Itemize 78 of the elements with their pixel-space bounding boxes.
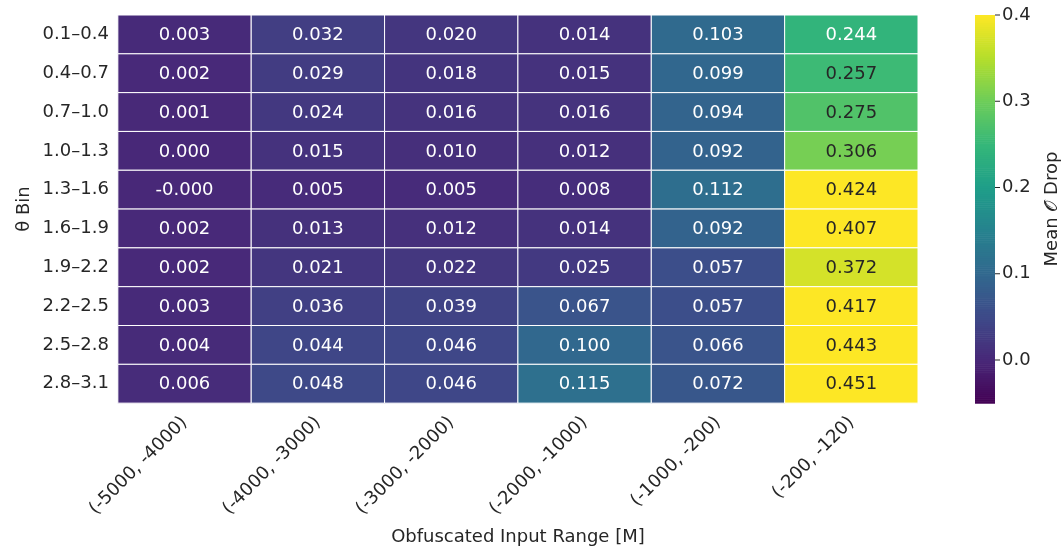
data-label: 0.072: [692, 372, 744, 394]
data-label: 0.016: [425, 100, 478, 122]
data-label: 0.015: [558, 61, 611, 83]
data-label: 0.002: [158, 255, 211, 277]
data-label: 0.001: [158, 100, 211, 122]
color-bar-label: 0.4: [1002, 2, 1031, 24]
data-label: 0.010: [425, 139, 478, 161]
data-label: 0.067: [558, 294, 611, 316]
data-label: 0.012: [425, 217, 478, 239]
color-bar-title: Mean 𝒪 Drop: [1039, 151, 1061, 267]
data-label: 0.048: [292, 372, 344, 394]
color-bar-label: 0.0: [1002, 347, 1031, 369]
data-label: 0.092: [692, 217, 744, 239]
data-label: 0.417: [825, 294, 878, 316]
data-label: 0.057: [692, 294, 744, 316]
data-label: 0.244: [825, 23, 878, 45]
data-label: 0.012: [558, 139, 611, 161]
data-label: 0.100: [558, 333, 611, 355]
color-bar-label: 0.1: [1002, 261, 1031, 283]
data-label: 0.003: [158, 294, 211, 316]
data-label: 0.002: [158, 217, 211, 239]
data-label: 0.112: [692, 178, 744, 200]
data-label: 0.018: [425, 61, 478, 83]
color-bar-label: 0.3: [1002, 88, 1031, 110]
data-label: 0.024: [292, 100, 344, 122]
data-label: 0.372: [825, 255, 878, 277]
data-label: 0.021: [292, 255, 344, 277]
y-tick-label: 0.7–1.0: [42, 99, 109, 121]
data-label: 0.306: [825, 139, 878, 161]
data-label: 0.257: [825, 61, 878, 83]
data-label: 0.044: [292, 333, 344, 355]
y-tick-label: 1.3–1.6: [42, 177, 109, 199]
y-tick-label: 2.8–3.1: [42, 371, 109, 393]
data-label: 0.022: [425, 255, 478, 277]
data-label: 0.424: [825, 178, 878, 200]
data-label: 0.443: [825, 333, 878, 355]
data-label: 0.094: [692, 100, 744, 122]
data-label: 0.115: [558, 372, 611, 394]
data-label: 0.015: [292, 139, 344, 161]
x-axis-title: Obfuscated Input Range [M]: [391, 524, 645, 546]
y-tick-label: 1.6–1.9: [42, 216, 109, 238]
data-label: 0.451: [825, 372, 878, 394]
data-label: 0.099: [692, 61, 744, 83]
data-label: 0.020: [425, 23, 478, 45]
data-label: -0.000: [155, 178, 214, 200]
data-label: 0.275: [825, 100, 878, 122]
data-label: 0.004: [158, 333, 211, 355]
data-label: 0.016: [558, 100, 611, 122]
data-label: 0.092: [692, 139, 744, 161]
data-label: 0.014: [558, 217, 611, 239]
y-tick-label: 0.4–0.7: [42, 60, 109, 82]
data-label: 0.013: [292, 217, 344, 239]
data-label: 0.003: [158, 23, 211, 45]
data-label: 0.008: [558, 178, 611, 200]
data-label: 0.036: [292, 294, 344, 316]
data-label: 0.000: [158, 139, 211, 161]
data-label: 0.046: [425, 333, 478, 355]
data-label: 0.014: [558, 23, 611, 45]
y-tick-label: 2.5–2.8: [42, 332, 109, 354]
y-tick-label: 0.1–0.4: [42, 22, 109, 44]
data-label: 0.039: [425, 294, 478, 316]
data-label: 0.032: [292, 23, 344, 45]
data-label: 0.006: [158, 372, 211, 394]
data-label: 0.029: [292, 61, 344, 83]
data-label: 0.002: [158, 61, 211, 83]
data-label: 0.046: [425, 372, 478, 394]
y-tick-label: 1.9–2.2: [42, 254, 109, 276]
y-tick-label: 2.2–2.5: [42, 293, 109, 315]
data-label: 0.407: [825, 217, 878, 239]
data-label: 0.057: [692, 255, 744, 277]
data-label: 0.005: [292, 178, 344, 200]
color-bar-label: 0.2: [1002, 175, 1031, 197]
data-label: 0.103: [692, 23, 744, 45]
y-tick-label: 1.0–1.3: [42, 138, 109, 160]
y-axis-title: θ Bin: [12, 186, 34, 232]
data-label: 0.066: [692, 333, 744, 355]
data-label: 0.025: [558, 255, 611, 277]
data-label: 0.005: [425, 178, 478, 200]
